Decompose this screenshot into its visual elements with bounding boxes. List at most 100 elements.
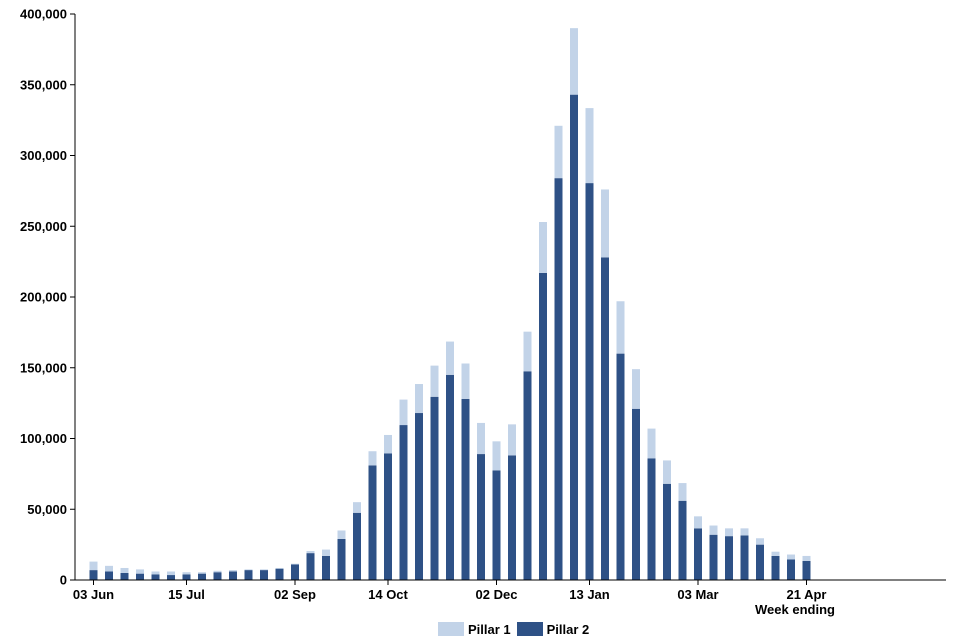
bar-pillar-2: [709, 534, 718, 580]
bar-pillar-1: [523, 331, 532, 372]
bar-pillar-1: [353, 502, 361, 513]
bar-pillar-2: [260, 570, 268, 580]
bar-pillar-1: [198, 572, 206, 574]
bar-pillar-1: [787, 554, 795, 560]
bar-pillar-2: [694, 528, 702, 580]
bar-pillar-1: [430, 365, 439, 397]
bar-pillar-1: [120, 567, 129, 573]
bar-pillar-1: [337, 530, 346, 539]
bar-pillar-2: [492, 470, 501, 580]
bar-pillar-2: [136, 573, 144, 580]
x-tick-label: 02 Sep: [274, 587, 316, 602]
bar-pillar-1: [632, 369, 640, 409]
bar-pillar-1: [694, 516, 702, 529]
bar-pillar-2: [275, 568, 284, 580]
bar-pillar-2: [244, 570, 253, 580]
y-tick-label: 200,000: [20, 290, 67, 305]
bar-pillar-1: [740, 528, 749, 536]
bar-pillar-2: [756, 544, 764, 580]
bar-pillar-1: [802, 555, 811, 561]
bar-pillar-2: [787, 559, 795, 580]
bar-pillar-1: [384, 434, 392, 454]
y-tick-label: 0: [60, 573, 67, 588]
bar-pillar-2: [120, 572, 129, 580]
bar-pillar-1: [275, 567, 284, 569]
bar-pillar-1: [306, 550, 315, 554]
legend-item-pillar-2: Pillar 2: [516, 621, 590, 637]
bar-pillar-2: [306, 553, 315, 580]
y-tick-label: 400,000: [20, 7, 67, 22]
bar-pillar-1: [260, 569, 268, 571]
bar-pillar-2: [291, 564, 299, 580]
legend-label-pillar-2: Pillar 2: [546, 621, 590, 637]
bar-pillar-1: [771, 551, 780, 556]
legend: Pillar 1 Pillar 2: [438, 620, 595, 638]
bar-pillar-1: [647, 428, 656, 459]
x-tick-labels: 03 Jun 15 Jul 02 Sep 14 Oct 02 Dec 13 Jan 03 M…: [73, 580, 827, 602]
bar-pillar-1: [585, 108, 594, 184]
bar-pillar-2: [616, 353, 625, 580]
bar-pillar-1: [167, 571, 175, 576]
bar-pillar-2: [415, 413, 423, 580]
bar-pillar-2: [523, 371, 532, 580]
y-tick-label: 350,000: [20, 77, 67, 92]
bar-pillar-1: [663, 460, 671, 484]
bar-pillar-2: [384, 453, 392, 580]
x-tick-label: 03 Jun: [73, 587, 114, 602]
bar-pillar-2: [353, 512, 361, 580]
bar-pillar-2: [740, 535, 749, 580]
bar-pillar-2: [678, 500, 687, 580]
bar-pillar-2: [802, 560, 811, 580]
bar-pillar-2: [539, 272, 547, 580]
bar-pillar-1: [399, 399, 408, 426]
bar-pillar-1: [678, 483, 687, 501]
bar-pillar-2: [477, 454, 485, 580]
bar-pillar-1: [616, 301, 625, 354]
bar-pillar-2: [771, 555, 780, 580]
bar-pillar-2: [213, 572, 222, 580]
bar-pillar-1: [508, 424, 516, 456]
bar-pillar-1: [213, 570, 222, 573]
legend-item-pillar-1: Pillar 1: [438, 622, 511, 637]
bar-pillar-1: [725, 528, 733, 537]
bar-pillar-1: [461, 363, 470, 399]
y-tick-labels: 0 50,000 100,000 150,000 200,000 250,000 300,0…: [20, 7, 67, 588]
bar-pillar-2: [198, 573, 206, 580]
bar-pillar-2: [647, 458, 656, 580]
bar-pillar-1: [105, 565, 113, 572]
bar-pillar-2: [446, 374, 454, 580]
y-axis-ticks: [70, 13, 75, 581]
bar-pillar-2: [337, 538, 346, 580]
bar-pillar-2: [167, 575, 175, 580]
x-tick-label: 15 Jul: [168, 587, 205, 602]
bar-pillar-1: [229, 570, 237, 572]
bar-pillar-1: [539, 222, 547, 273]
bar-pillar-1: [554, 125, 563, 179]
bar-pillar-1: [244, 569, 253, 571]
bar-pillar-2: [601, 257, 609, 580]
bar-pillar-2: [632, 408, 640, 580]
bar-pillar-1: [136, 569, 144, 574]
bar-pillar-2: [663, 483, 671, 580]
bars: [89, 28, 811, 580]
x-tick-label: 21 Apr: [787, 587, 827, 602]
bar-pillar-2: [399, 425, 408, 580]
x-axis-title: Week ending: [755, 602, 835, 617]
bar-pillar-2: [508, 455, 516, 580]
bar-pillar-1: [89, 561, 98, 571]
bar-pillar-1: [492, 441, 501, 471]
bar-pillar-2: [182, 574, 191, 580]
x-tick-label: 02 Dec: [476, 587, 518, 602]
bar-pillar-1: [601, 189, 609, 258]
bar-pillar-2: [322, 555, 330, 580]
y-tick-label: 250,000: [20, 219, 67, 234]
bar-pillar-2: [725, 536, 733, 580]
bar-pillar-2: [570, 94, 578, 580]
bar-pillar-1: [151, 571, 160, 575]
bar-pillar-2: [229, 571, 237, 580]
legend-swatch-pillar-1: [438, 622, 464, 636]
bar-pillar-1: [709, 525, 718, 535]
bar-pillar-2: [89, 570, 98, 580]
legend-swatch-pillar-2: [516, 622, 543, 636]
bar-pillar-1: [182, 572, 191, 575]
